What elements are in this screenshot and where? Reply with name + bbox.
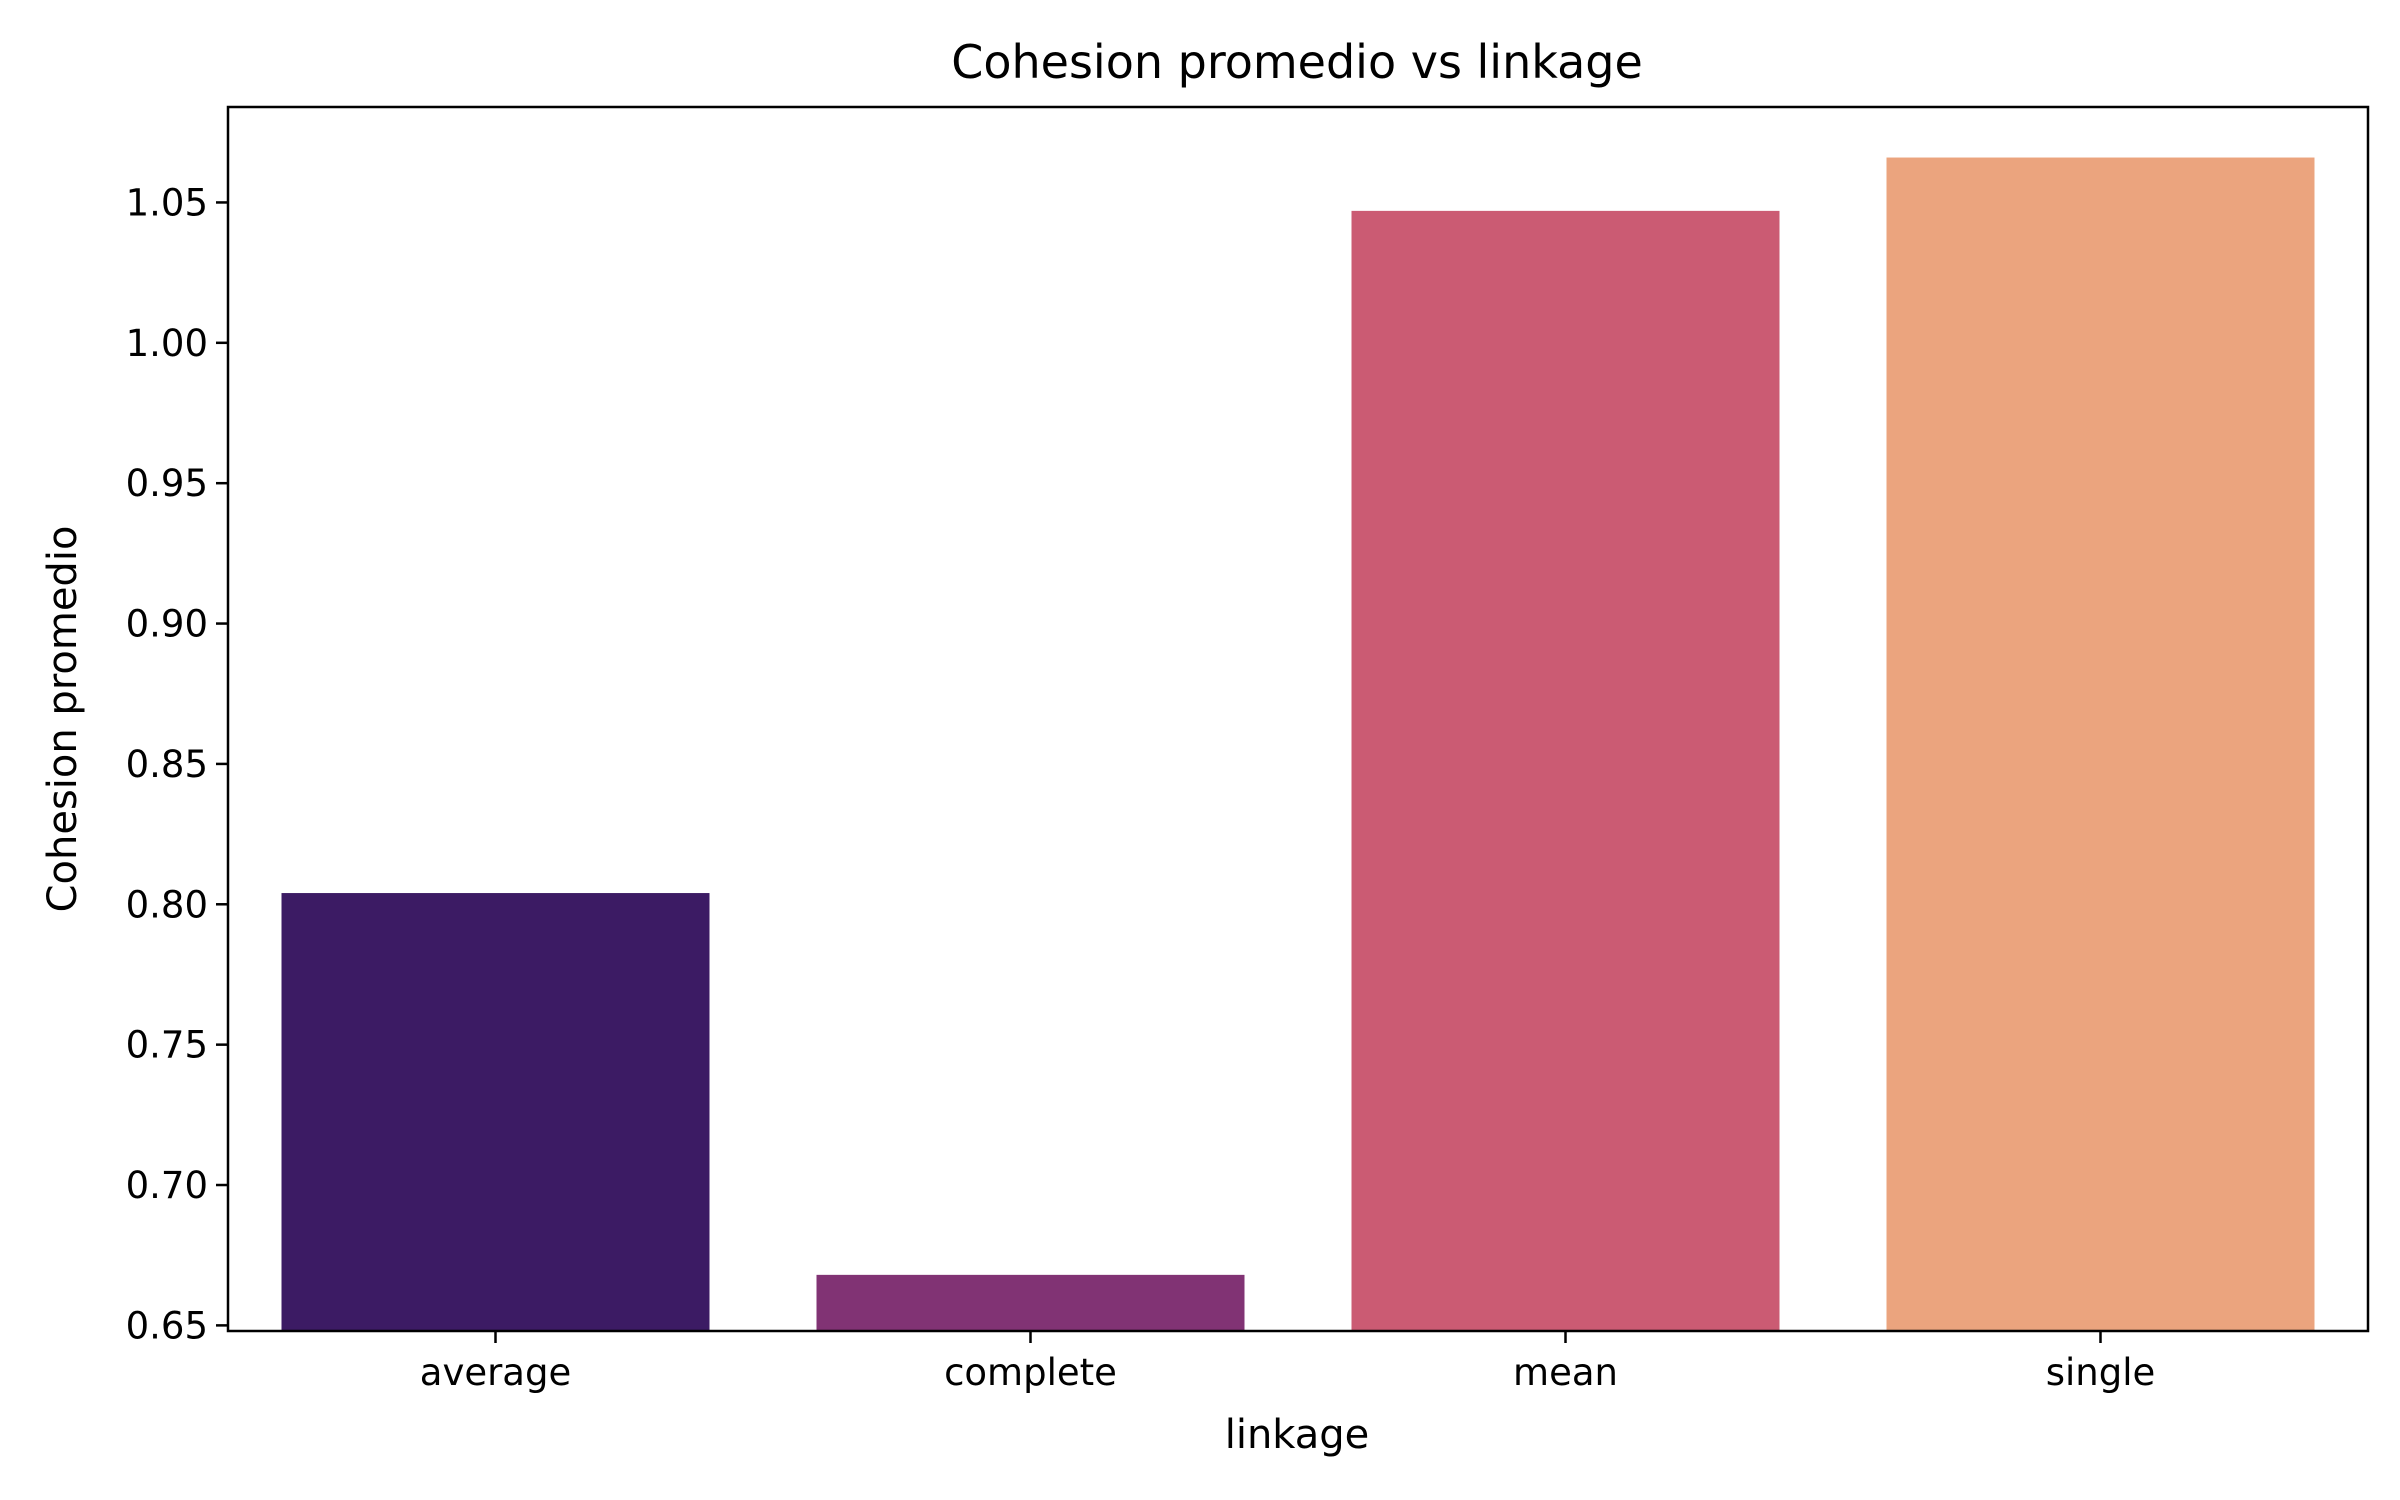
y-tick-label: 0.70	[126, 1164, 208, 1207]
x-tick-label-average: average	[420, 1351, 571, 1394]
plot-frame	[226, 105, 2370, 1333]
y-tick-label: 0.85	[126, 743, 208, 786]
bar-complete	[816, 1274, 1245, 1331]
y-axis: 0.65 0.70 0.75 0.80 0.85 0.90 0.95 1.00 1.05	[126, 181, 228, 1347]
x-tick-label-mean: mean	[1513, 1351, 1618, 1394]
x-axis-label: linkage	[1225, 1412, 1370, 1458]
y-tick-label: 1.00	[126, 322, 208, 365]
y-tick-label: 0.95	[126, 462, 208, 505]
bar-mean	[1351, 210, 1780, 1331]
x-tick-label-complete: complete	[944, 1351, 1117, 1394]
y-tick-label: 0.90	[126, 603, 208, 646]
y-tick-label: 0.75	[126, 1024, 208, 1067]
x-tick-label-single: single	[2046, 1351, 2156, 1394]
y-tick-label: 0.65	[126, 1304, 208, 1347]
x-axis: average complete mean single	[420, 1331, 2156, 1394]
bar-average	[281, 893, 710, 1331]
bars-group	[281, 157, 2315, 1331]
y-tick-label: 0.80	[126, 883, 208, 926]
y-tick-label: 1.05	[126, 181, 208, 224]
chart-title: Cohesion promedio vs linkage	[951, 35, 1643, 89]
bar-single	[1886, 157, 2315, 1331]
y-axis-label: Cohesion promedio	[40, 526, 86, 913]
